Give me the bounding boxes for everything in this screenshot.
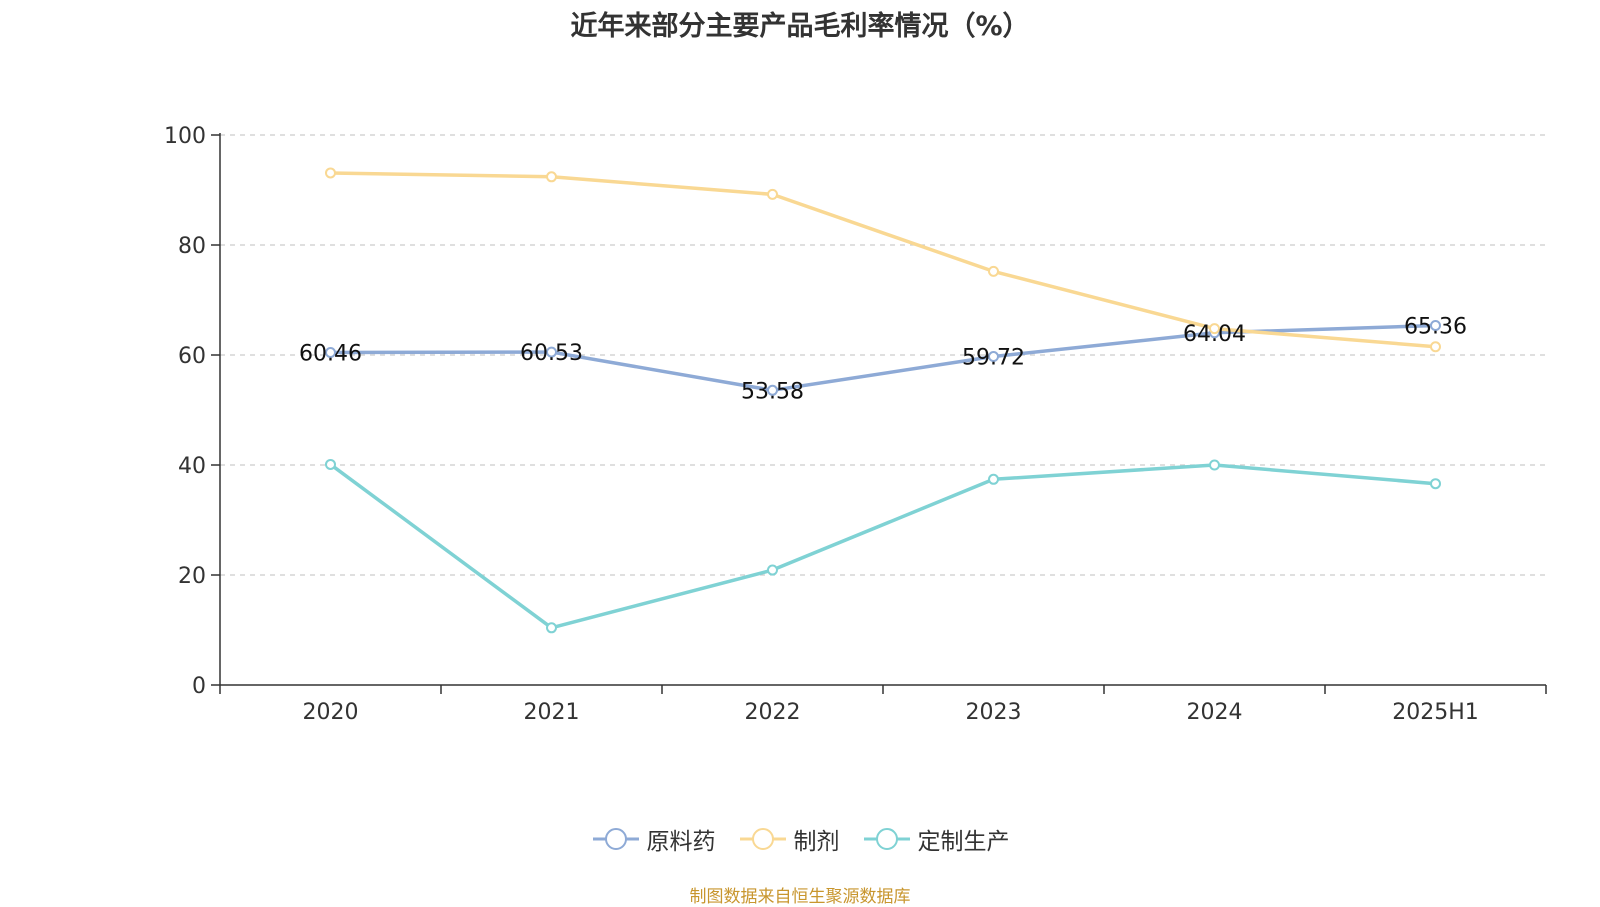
series-lines <box>325 167 1441 634</box>
data-point <box>1430 320 1441 332</box>
source-note: 制图数据来自恒生聚源数据库 <box>689 887 911 907</box>
data-point <box>325 167 336 179</box>
legend-swatch-icon <box>863 828 910 850</box>
y-tick-label: 20 <box>178 564 206 589</box>
y-tick-label: 60 <box>178 344 206 369</box>
y-tick-label: 80 <box>178 234 206 259</box>
data-point <box>767 384 778 396</box>
data-point <box>1209 459 1220 471</box>
data-point <box>546 622 557 634</box>
data-label: 65.36 <box>1404 315 1467 340</box>
data-point <box>988 473 999 485</box>
data-point <box>1430 478 1441 490</box>
y-tick-label: 100 <box>164 124 206 149</box>
data-point <box>1209 323 1220 335</box>
data-label: 64.04 <box>1183 322 1246 347</box>
legend-item[interactable]: 定制生产 <box>862 822 1010 856</box>
grid-lines <box>220 134 1546 576</box>
legend: 原料药 制剂 定制生产 <box>0 822 1600 856</box>
legend-swatch-icon <box>739 828 786 850</box>
x-tick-label: 2022 <box>745 700 801 725</box>
data-point <box>767 564 778 576</box>
series-line-1 <box>330 323 1436 393</box>
data-point <box>546 171 557 183</box>
legend-item[interactable]: 制剂 <box>738 822 840 856</box>
data-point <box>325 346 336 358</box>
data-label: 60.46 <box>299 341 362 366</box>
data-point <box>767 188 778 200</box>
data-label: 59.72 <box>962 346 1025 371</box>
x-tick-label: 2023 <box>966 700 1022 725</box>
x-tick-label: 2025H1 <box>1392 700 1479 725</box>
data-label: 60.53 <box>520 341 583 366</box>
series-line-3 <box>329 463 1436 630</box>
y-tick-label: 40 <box>178 454 206 479</box>
data-point <box>325 458 336 470</box>
y-tick-label: 0 <box>192 674 206 699</box>
x-tick-label: 2021 <box>524 700 580 725</box>
axes: 0 20 40 60 80 100 2020 2021 2022 2023 2024 2025H1 <box>164 124 1547 725</box>
data-point <box>546 346 557 358</box>
legend-item[interactable]: 原料药 <box>591 822 716 856</box>
x-tick-label: 2024 <box>1187 700 1243 725</box>
legend-label: 定制生产 <box>917 829 1010 855</box>
data-labels: 60.46 60.53 53.58 59.72 64.04 65.36 <box>299 315 1467 405</box>
chart-title: 近年来部分主要产品毛利率情况（%） <box>570 11 1030 42</box>
data-label: 53.58 <box>741 379 804 404</box>
legend-label: 原料药 <box>646 829 716 855</box>
x-tick-label: 2020 <box>303 700 359 725</box>
data-point <box>988 265 999 277</box>
data-point <box>988 351 999 363</box>
legend-swatch-icon <box>592 828 639 850</box>
series-line-2 <box>330 171 1436 349</box>
data-point <box>1430 341 1441 353</box>
legend-label: 制剂 <box>793 829 840 855</box>
